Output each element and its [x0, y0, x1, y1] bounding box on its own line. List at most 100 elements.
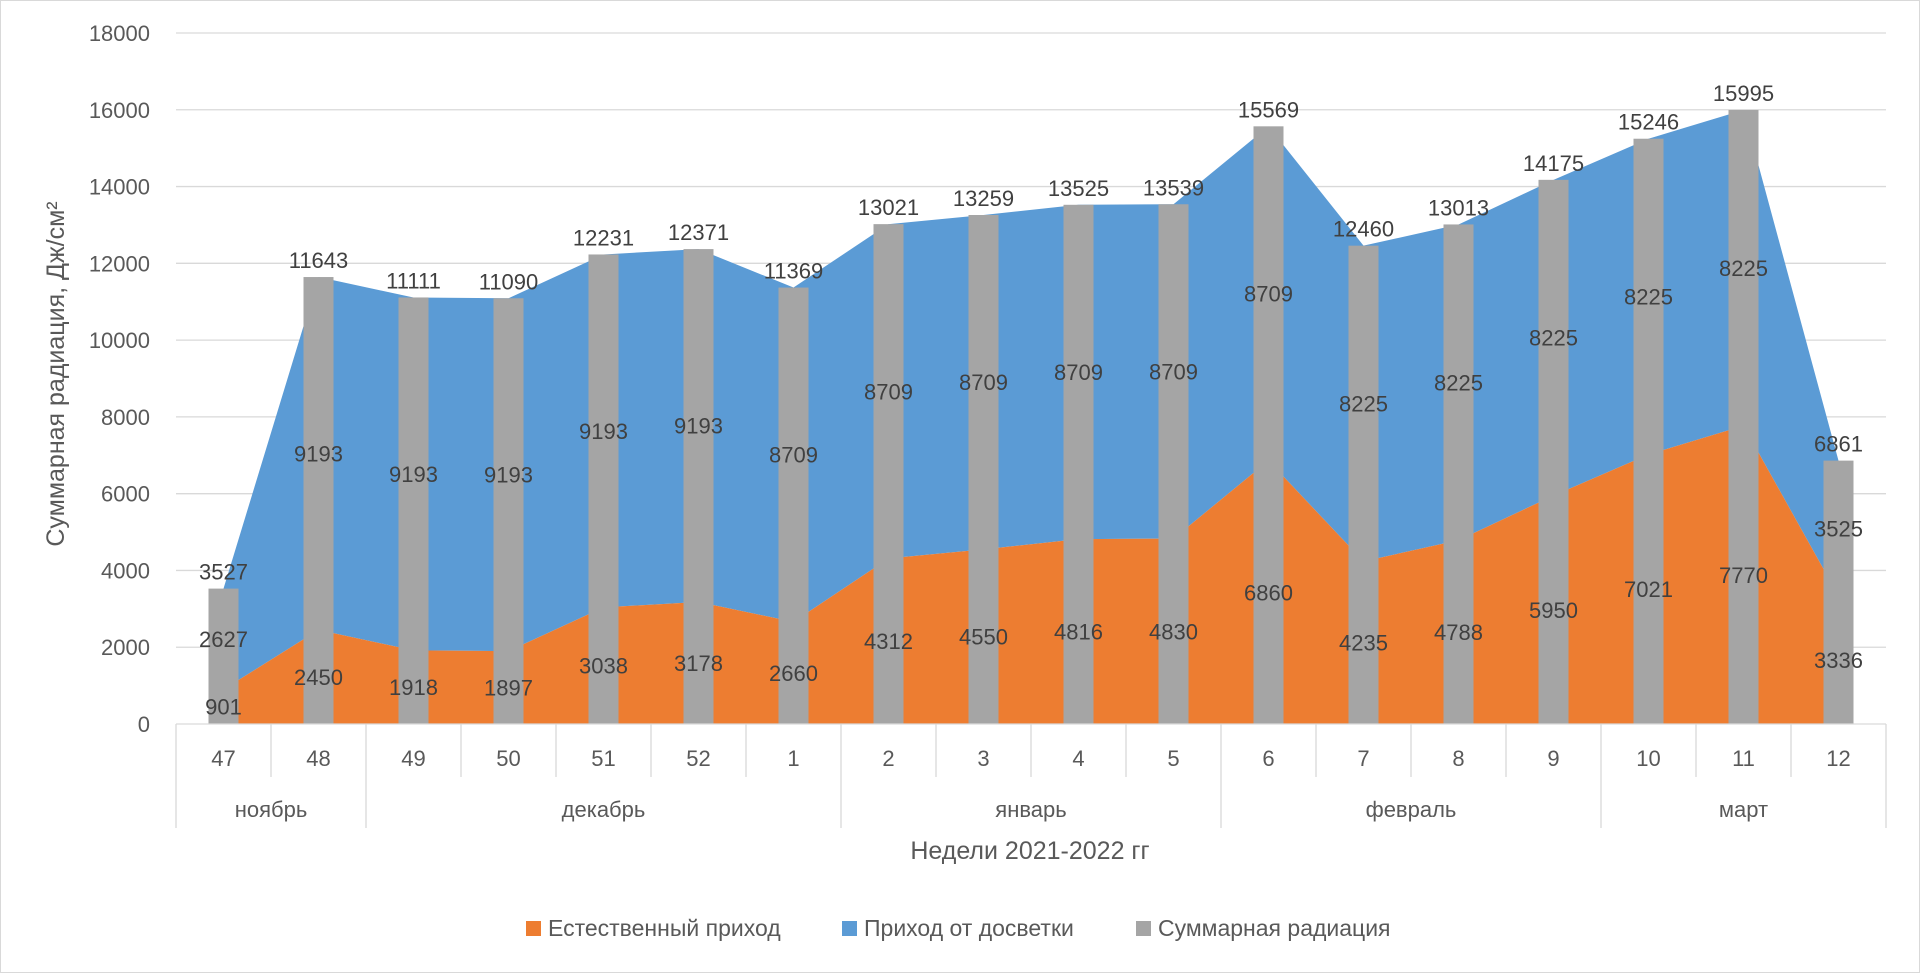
x-tick-label: 12: [1826, 746, 1850, 771]
total-value-label: 12231: [573, 225, 634, 250]
total-radiation-bar: [588, 254, 619, 724]
supplemental-value-label: 8225: [1624, 285, 1673, 310]
y-tick-label: 14000: [89, 175, 150, 200]
supplemental-value-label: 9193: [294, 441, 343, 466]
total-columns: [208, 109, 1854, 725]
natural-value-label: 4830: [1149, 619, 1198, 644]
total-value-label: 13013: [1428, 195, 1489, 220]
total-radiation-bar: [1823, 460, 1854, 724]
total-radiation-bar: [778, 287, 809, 724]
total-value-label: 12460: [1333, 217, 1394, 242]
legend-swatch: [842, 921, 857, 936]
x-tick-label: 3: [977, 746, 989, 771]
y-tick-label: 8000: [101, 405, 150, 430]
natural-value-label: 1918: [389, 675, 438, 700]
x-tick-label: 1: [787, 746, 799, 771]
total-radiation-bar: [1538, 179, 1569, 724]
total-radiation-bar: [1158, 204, 1189, 725]
natural-value-label: 4816: [1054, 620, 1103, 645]
total-value-label: 11090: [479, 269, 539, 294]
y-tick-label: 16000: [89, 98, 150, 123]
natural-value-label: 4788: [1434, 620, 1483, 645]
month-label: декабрь: [562, 797, 646, 822]
y-tick-label: 12000: [89, 251, 150, 276]
x-tick-label: 6: [1262, 746, 1274, 771]
x-tick-label: 51: [591, 746, 615, 771]
y-tick-label: 10000: [89, 328, 150, 353]
total-radiation-bar: [873, 224, 904, 724]
data-labels: 901 2627 3527 2450 9193 11643 1918 9193 11111 189…: [199, 81, 1863, 720]
total-value-label: 11643: [289, 248, 349, 273]
supplemental-value-label: 8225: [1719, 256, 1768, 281]
natural-value-label: 1897: [484, 676, 533, 701]
x-tick-label: 5: [1167, 746, 1179, 771]
x-tick-label: 8: [1452, 746, 1464, 771]
legend-swatch: [1136, 921, 1151, 936]
legend: Естественный приход Приход от досветки Сум…: [526, 915, 1391, 941]
supplemental-value-label: 9193: [389, 462, 438, 487]
supplemental-value-label: 8709: [959, 370, 1008, 395]
natural-value-label: 6860: [1244, 580, 1293, 605]
y-axis-title: Суммарная радиация, Дж/см²: [42, 201, 70, 546]
natural-value-label: 3178: [674, 651, 723, 676]
supplemental-value-label: 8709: [1054, 360, 1103, 385]
x-tick-label: 50: [496, 746, 520, 771]
supplemental-value-label: 9193: [674, 414, 723, 439]
natural-value-label: 3038: [579, 654, 628, 679]
total-radiation-bar: [683, 249, 714, 724]
natural-value-label: 3336: [1814, 648, 1863, 673]
natural-value-label: 5950: [1529, 598, 1578, 623]
area-supplemental-light: [223, 109, 1839, 690]
supplemental-value-label: 8709: [769, 443, 818, 468]
x-tick-label: 47: [211, 746, 235, 771]
month-label: январь: [995, 797, 1066, 822]
total-value-label: 11369: [764, 259, 824, 284]
x-tick-label: 11: [1732, 746, 1755, 771]
natural-value-label: 7021: [1624, 577, 1673, 602]
x-tick-label: 52: [686, 746, 710, 771]
supplemental-value-label: 8709: [864, 379, 913, 404]
month-label: ноябрь: [235, 797, 308, 822]
legend-swatch: [526, 921, 541, 936]
x-tick-label: 7: [1357, 746, 1369, 771]
natural-value-label: 2660: [769, 661, 818, 686]
total-radiation-bar: [968, 215, 999, 725]
total-value-label: 13525: [1048, 176, 1109, 201]
total-radiation-bar: [398, 297, 429, 724]
x-tick-label: 48: [306, 746, 330, 771]
total-value-label: 14175: [1523, 151, 1584, 176]
area-natural-light: [223, 425, 1839, 724]
x-axis-title: Недели 2021-2022 гг: [910, 837, 1149, 865]
total-value-label: 6861: [1814, 432, 1863, 457]
total-radiation-bar: [493, 298, 524, 724]
supplemental-value-label: 8225: [1529, 326, 1578, 351]
natural-value-label: 4312: [864, 629, 913, 654]
month-label: февраль: [1366, 797, 1457, 822]
total-value-label: 13539: [1143, 175, 1204, 200]
legend-label: Приход от досветки: [864, 915, 1074, 941]
total-radiation-bar: [1348, 245, 1379, 724]
supplemental-value-label: 9193: [484, 463, 533, 488]
supplemental-value-label: 8709: [1244, 281, 1293, 306]
total-radiation-bar: [303, 277, 334, 724]
total-value-label: 12371: [668, 220, 729, 245]
y-tick-label: 2000: [101, 635, 150, 660]
total-radiation-bar: [1728, 109, 1759, 724]
y-tick-label: 0: [138, 712, 150, 737]
natural-value-label: 2450: [294, 665, 343, 690]
total-value-label: 15569: [1238, 97, 1299, 122]
x-tick-label: 10: [1636, 746, 1660, 771]
y-tick-label: 4000: [101, 558, 150, 583]
natural-value-label: 7770: [1719, 563, 1768, 588]
total-value-label: 13259: [953, 186, 1014, 211]
legend-label: Суммарная радиация: [1158, 915, 1391, 941]
total-radiation-bar: [1443, 224, 1474, 725]
supplemental-value-label: 3525: [1814, 516, 1863, 541]
y-tick-label: 6000: [101, 482, 150, 507]
x-tick-label: 49: [401, 746, 425, 771]
total-radiation-bar: [208, 588, 239, 724]
month-label: март: [1719, 797, 1768, 822]
legend-label: Естественный приход: [548, 915, 781, 941]
total-value-label: 11111: [386, 268, 441, 293]
total-value-label: 15995: [1713, 81, 1774, 106]
